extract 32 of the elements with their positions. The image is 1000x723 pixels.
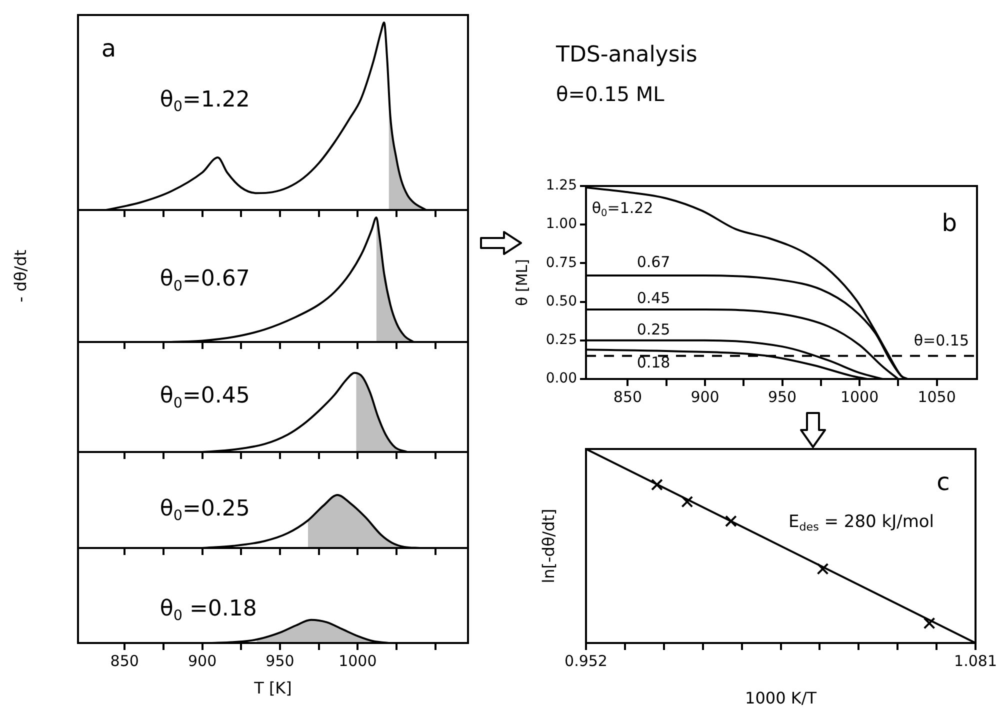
- chart-title: TDS-analysis: [555, 42, 698, 68]
- y-tick-label: 1.25: [546, 178, 577, 194]
- y-tick-label: 1.00: [546, 216, 577, 232]
- y-axis-title: ln[-dθ/dt]: [539, 508, 558, 584]
- y-tick-label: 0.75: [546, 254, 577, 271]
- x-tick-label: 900: [690, 388, 720, 406]
- x-tick-label: 1000: [840, 388, 879, 406]
- series-label: 0.25: [636, 320, 670, 339]
- x-axis-title: T [K]: [253, 678, 292, 698]
- x-tick-label: 850: [110, 652, 139, 670]
- x-tick-label: 900: [188, 652, 217, 670]
- series-label: 0.67: [636, 253, 670, 272]
- x-tick-label: 950: [768, 388, 797, 406]
- y-tick-label: 0.50: [546, 293, 577, 310]
- y-axis-title: θ [ML]: [512, 259, 531, 306]
- annotation: a: [101, 34, 116, 62]
- x-tick-label: 850: [613, 388, 642, 406]
- series-label: 0.18: [636, 353, 670, 372]
- annotation: b: [942, 208, 958, 237]
- x-tick-label: 950: [266, 652, 294, 670]
- y-axis-title: - dθ/dt: [11, 250, 30, 302]
- y-tick-label: 0.00: [546, 370, 577, 387]
- x-tick-label: 1050: [918, 388, 956, 406]
- x-tick-label: 1.081: [954, 652, 998, 670]
- chart-subtitle: θ=0.15 ML: [556, 82, 666, 106]
- ref-line-label: θ=0.15: [914, 332, 970, 350]
- x-tick-label: 1000: [338, 652, 377, 670]
- series-label: 0.45: [636, 288, 670, 307]
- x-axis-title: 1000 K/T: [745, 688, 817, 708]
- x-tick-label: 0.952: [564, 652, 608, 670]
- annotation: c: [936, 468, 950, 496]
- y-tick-label: 0.25: [546, 332, 577, 348]
